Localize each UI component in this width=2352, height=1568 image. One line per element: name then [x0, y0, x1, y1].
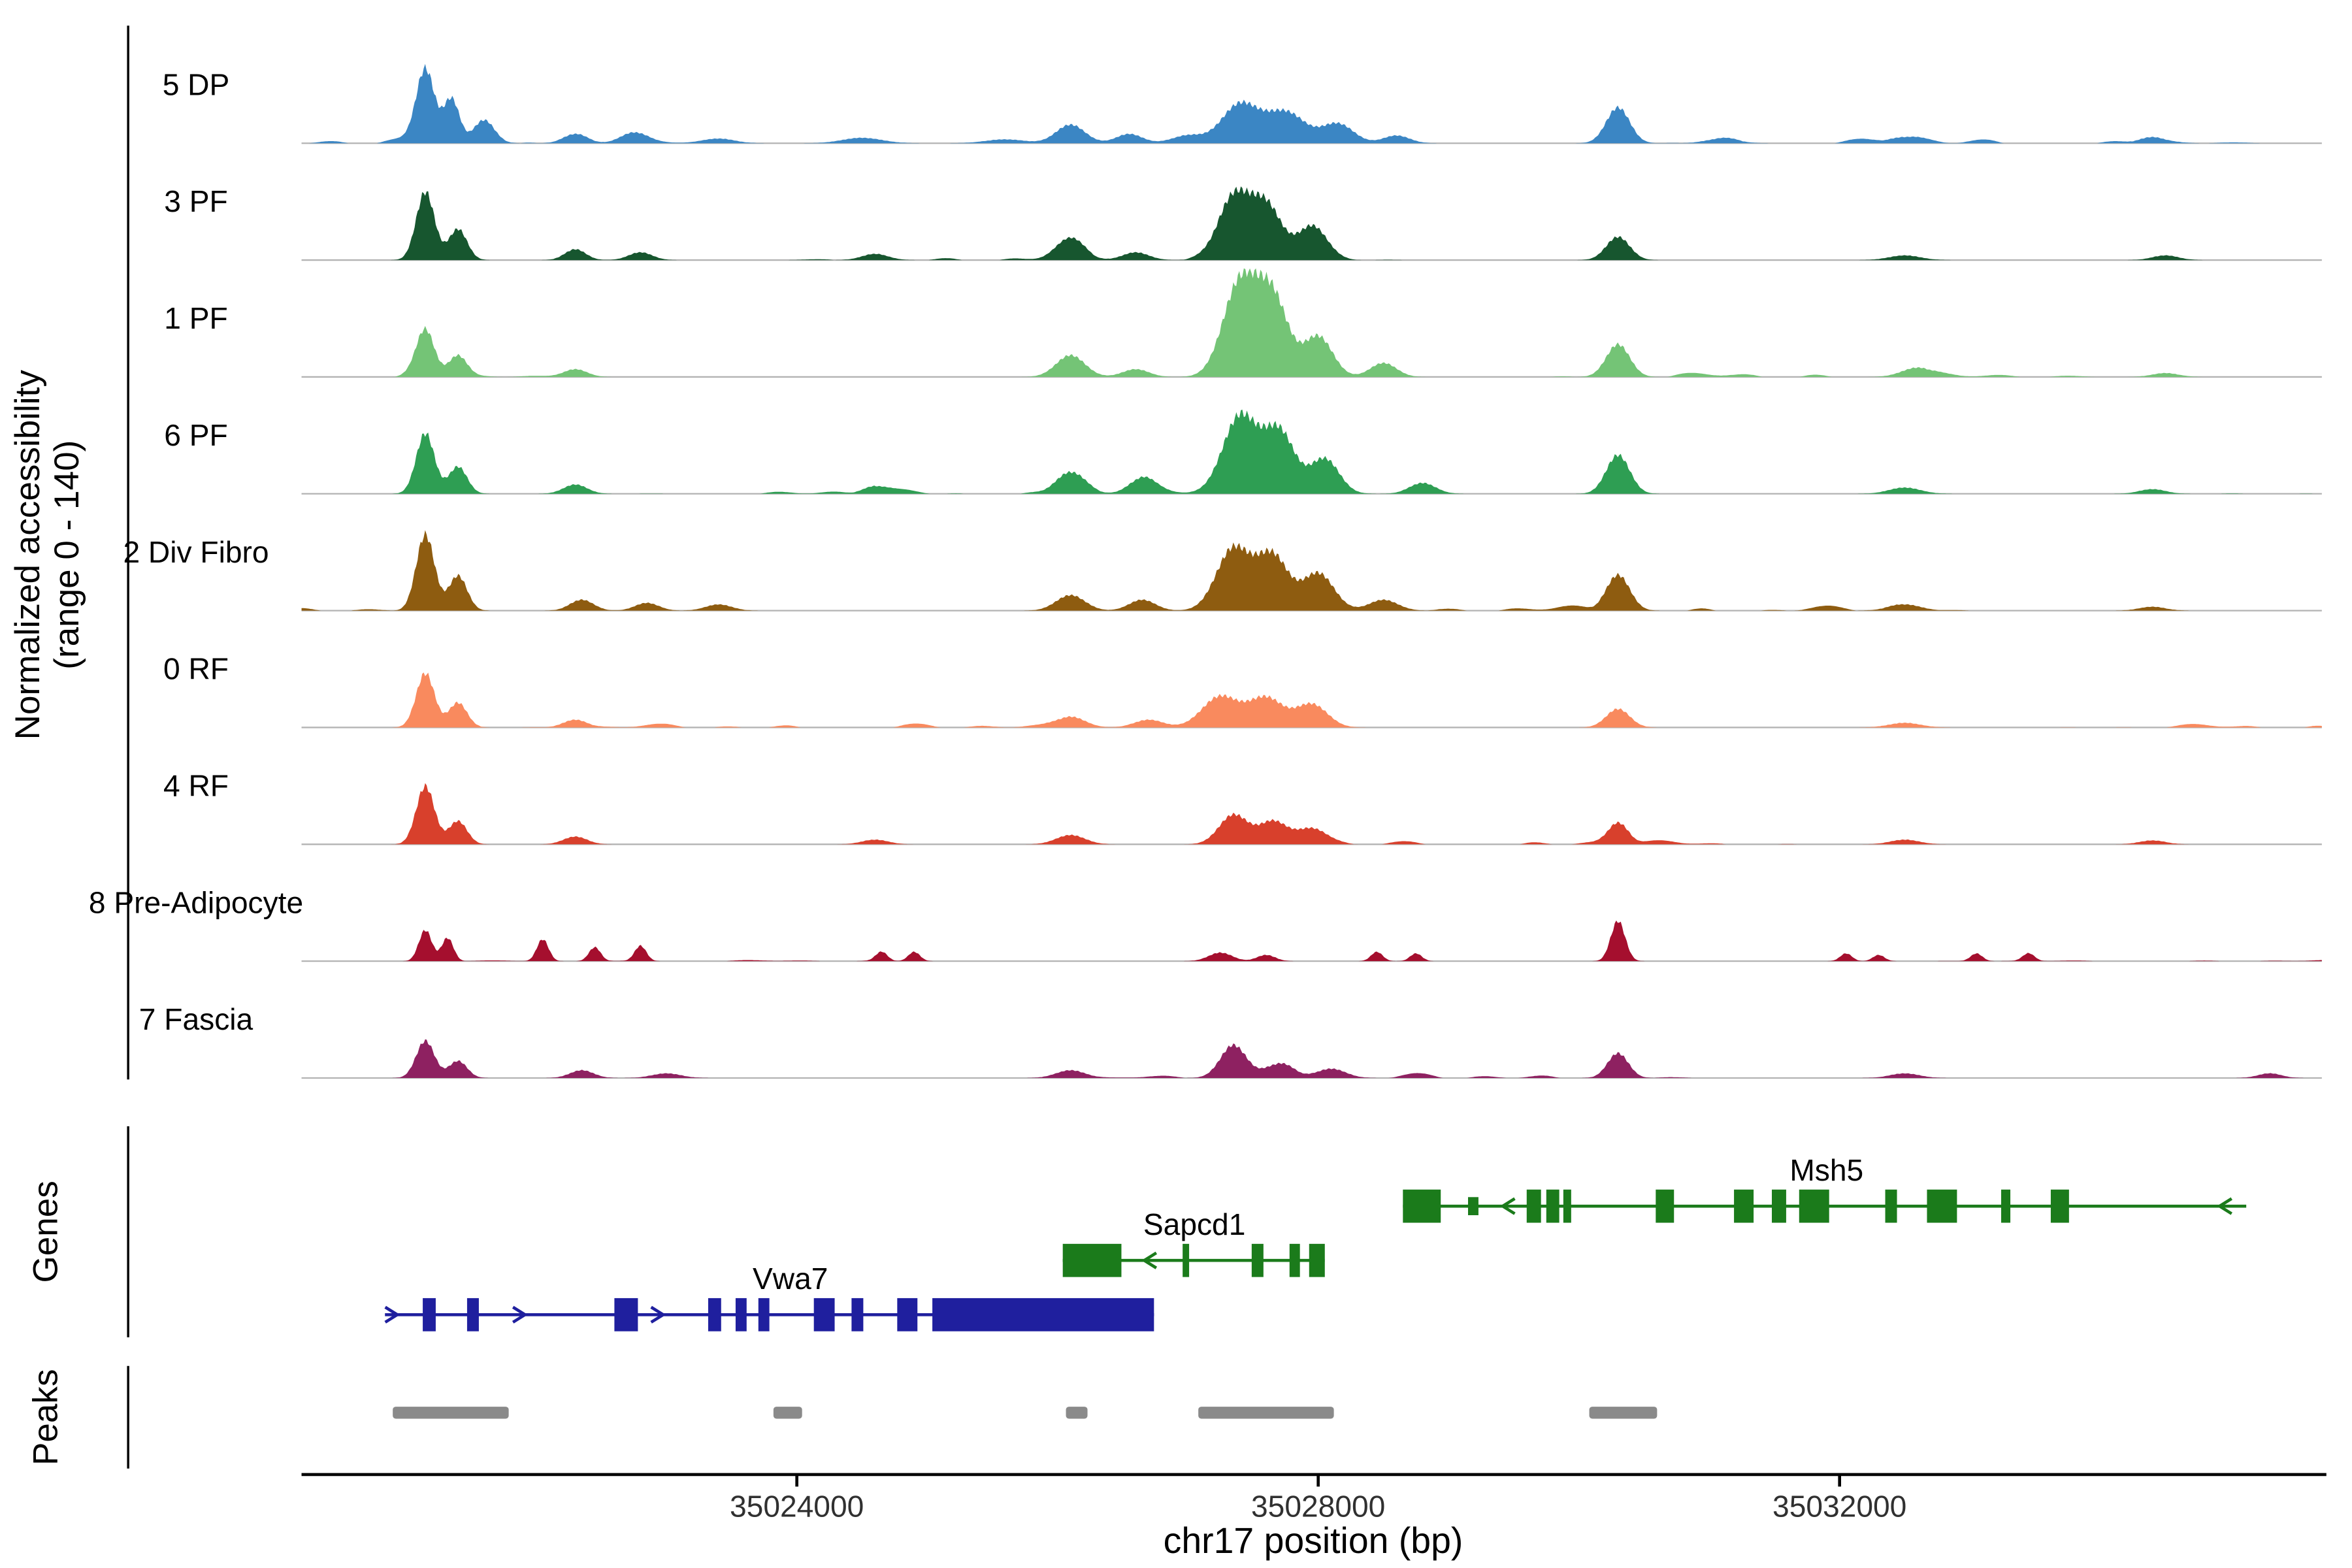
track-label-4-rf: 4 RF: [163, 768, 229, 802]
track-label-5-dp: 5 DP: [163, 67, 230, 101]
gene-strand-arrow-icon: [1499, 1197, 1516, 1215]
track-4-rf: 4 RF: [163, 768, 2322, 845]
gene-sapcd1: Sapcd1: [1062, 1207, 1325, 1277]
gene-label-msh5: Msh5: [1789, 1153, 1863, 1187]
genes-section-label: Genes: [27, 1181, 65, 1282]
track-label-3-pf: 3 PF: [164, 184, 227, 218]
track-label-2-div-fibro: 2 Div Fibro: [123, 535, 269, 569]
gene-exon: [1546, 1189, 1560, 1223]
gene-exon: [1772, 1189, 1786, 1223]
peak-bar: [773, 1407, 802, 1419]
gene-exon: [1309, 1243, 1325, 1277]
gene-label-sapcd1: Sapcd1: [1143, 1207, 1245, 1241]
static-labels: Normalized accessibility (range 0 - 140)…: [8, 25, 2327, 1561]
x-axis-title: chr17 position (bp): [1164, 1520, 1463, 1561]
track-signal-area: [301, 672, 2322, 728]
gene-strand-arrow-icon: [384, 1305, 400, 1324]
peaks-section-label: Peaks: [27, 1369, 65, 1465]
track-6-pf: 6 PF: [164, 410, 2322, 495]
gene-exon: [1656, 1189, 1674, 1223]
track-label-6-pf: 6 PF: [164, 418, 227, 452]
x-axis-tick-label: 35028000: [1251, 1490, 1385, 1524]
track-signal-area: [301, 268, 2322, 377]
peak-bar: [1198, 1407, 1334, 1419]
gene-exon: [813, 1298, 835, 1331]
track-signal-area: [301, 186, 2322, 261]
track-signal-area: [301, 920, 2322, 962]
gene-exon: [1563, 1189, 1571, 1223]
gene-exon: [1526, 1189, 1541, 1223]
gene-strand-arrow-icon: [2216, 1197, 2232, 1215]
gene-exon: [851, 1298, 864, 1331]
track-8-pre-adipocyte: 8 Pre-Adipocyte: [89, 885, 2322, 962]
x-axis-tick-label: 35024000: [730, 1490, 864, 1524]
track-signal-area: [301, 1039, 2322, 1078]
gene-msh5: Msh5: [1403, 1153, 2247, 1223]
accessibility-tracks: 5 DP 3 PF 1 PF 6 PF 2 Div Fibro 0 RF 4 RF 8 Pre…: [89, 63, 2322, 1079]
track-signal-area: [301, 783, 2322, 845]
track-label-0-rf: 0 RF: [163, 652, 229, 686]
x-axis-tick-label: 35032000: [1772, 1490, 1906, 1524]
track-signal-area: [301, 530, 2322, 611]
gene-strand-arrow-icon: [650, 1305, 666, 1324]
y-axis-label-line2: (range 0 - 140): [48, 440, 86, 670]
gene-exon: [2001, 1189, 2011, 1223]
gene-strand-arrow-icon: [512, 1305, 528, 1324]
gene-exon: [1799, 1189, 1829, 1223]
y-axis-label-line1: Normalized accessibility: [8, 370, 47, 740]
track-3-pf: 3 PF: [164, 184, 2322, 261]
x-axis-ticks: 35024000 35028000 35032000: [730, 1474, 1906, 1524]
gene-exon: [1251, 1243, 1264, 1277]
gene-exon: [614, 1298, 638, 1331]
track-1-pf: 1 PF: [164, 268, 2322, 378]
gene-exon: [897, 1298, 918, 1331]
peaks-track: [393, 1407, 1658, 1419]
gene-exon: [423, 1298, 436, 1331]
gene-exon: [1927, 1189, 1957, 1223]
track-5-dp: 5 DP: [163, 63, 2322, 144]
gene-exon: [758, 1298, 770, 1331]
peak-bar: [393, 1407, 509, 1419]
gene-exon: [1289, 1243, 1300, 1277]
track-signal-area: [301, 63, 2322, 144]
gene-exon: [466, 1298, 479, 1331]
track-7-fascia: 7 Fascia: [139, 1002, 2322, 1079]
track-signal-area: [301, 410, 2322, 494]
track-0-rf: 0 RF: [163, 652, 2322, 728]
gene-exon: [1734, 1189, 1754, 1223]
gene-exon: [2050, 1189, 2069, 1223]
peak-bar: [1066, 1407, 1088, 1419]
track-label-1-pf: 1 PF: [164, 301, 227, 335]
gene-exon: [708, 1298, 721, 1331]
track-2-div-fibro: 2 Div Fibro: [123, 530, 2322, 612]
gene-exon: [1183, 1243, 1190, 1277]
peak-bar: [1589, 1407, 1658, 1419]
gene-strand-arrow-icon: [1141, 1251, 1158, 1269]
gene-exon: [1885, 1189, 1897, 1223]
track-label-8-pre-adipocyte: 8 Pre-Adipocyte: [89, 885, 303, 919]
genes-track: Msh5 Sapcd1 Vwa7: [384, 1153, 2247, 1331]
gene-exon: [735, 1298, 747, 1331]
gene-exon: [932, 1298, 1154, 1331]
gene-exon: [1062, 1243, 1122, 1277]
gene-exon: [1403, 1189, 1441, 1223]
gene-vwa7: Vwa7: [384, 1262, 1154, 1331]
gene-label-vwa7: Vwa7: [753, 1262, 828, 1296]
track-label-7-fascia: 7 Fascia: [139, 1002, 253, 1036]
gene-exon: [1468, 1197, 1478, 1215]
